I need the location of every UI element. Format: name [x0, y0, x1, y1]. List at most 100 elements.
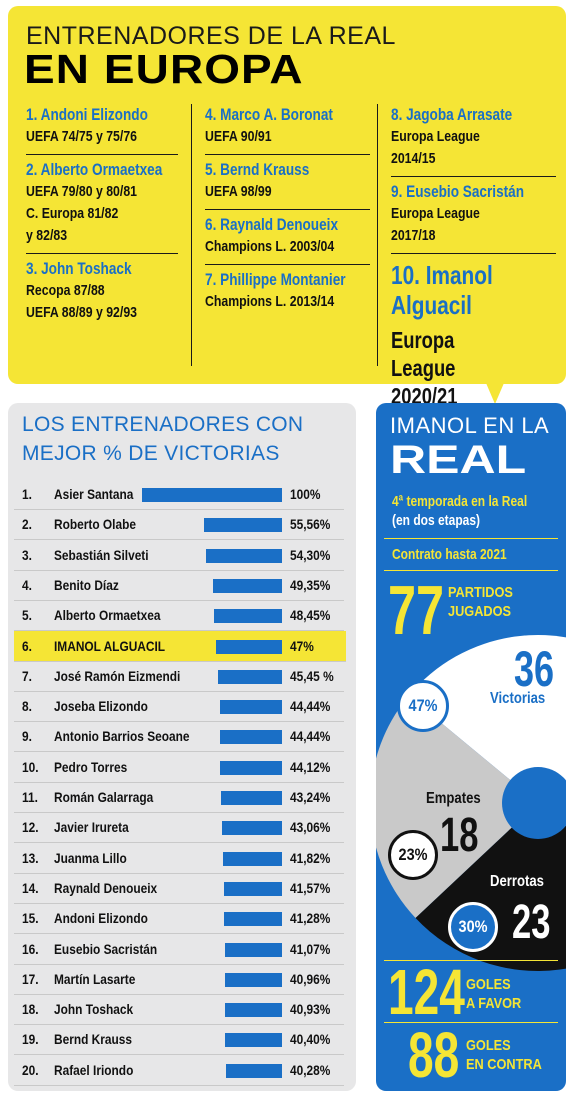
coach-name: Martín Lasarte — [54, 970, 136, 987]
ranking-row: 19. Bernd Krauss 40,40% — [14, 1024, 344, 1056]
rank-number: 1. — [22, 486, 32, 502]
win-pct-bar — [224, 942, 282, 957]
ranking-row: 4. Benito Díaz 49,35% — [14, 570, 344, 601]
ranking-row: 13. Juanma Lillo 41,82% — [14, 843, 344, 874]
imanol-panel — [376, 403, 566, 1091]
goles-favor-label-2: A FAVOR — [466, 995, 522, 1012]
win-pct-label: 40,28% — [290, 1061, 331, 1078]
coach-name: 6. Raynald Denoueix — [205, 215, 339, 234]
coach-name: 3. John Toshack — [26, 259, 132, 278]
ranking-row: 14. Raynald Denoueix 41,57% — [14, 873, 344, 904]
ranking-row: 15. Andoni Elizondo 41,28% — [14, 903, 344, 935]
victorias-label: Victorias — [490, 690, 546, 707]
win-pct-bar — [225, 1063, 282, 1078]
goles-contra-label-1: GOLES — [466, 1037, 511, 1054]
win-pct-bar — [212, 578, 282, 593]
imanol-title-line2: REAL — [390, 438, 527, 482]
europe-entry: 1. Andoni Elizondo UEFA 74/75 y 75/76 — [26, 100, 178, 155]
win-pct-bar — [142, 488, 282, 502]
rank-number: 17. — [22, 970, 39, 987]
rank-number: 19. — [22, 1031, 39, 1048]
coach-competitions: Europa League 2017/18 — [391, 205, 480, 244]
coach-competitions: UEFA 74/75 y 75/76 — [26, 128, 138, 145]
coach-name: 8. Jagoba Arrasate — [391, 105, 513, 124]
rank-number: 2. — [22, 516, 32, 533]
featured-entry: 10. Imanol Alguacil Europa League 2020/2… — [391, 254, 541, 410]
derrotas-pct-circle: 30% — [448, 902, 498, 952]
ranking-row: 18. John Toshack 40,93% — [14, 994, 344, 1026]
win-pct-label: 54,30% — [290, 546, 331, 563]
win-pct-label: 48,45% — [290, 607, 331, 624]
win-pct-label: 40,40% — [290, 1031, 331, 1048]
rank-number: 12. — [22, 819, 39, 836]
coach-name: Joseba Elizondo — [54, 698, 148, 715]
rank-number: 3. — [22, 546, 32, 563]
coach-name: Pedro Torres — [54, 758, 128, 775]
win-pct-bar — [219, 730, 282, 745]
coach-name: Alberto Ormaetxea — [54, 607, 161, 624]
divider — [384, 1022, 558, 1023]
column-divider — [191, 104, 192, 366]
win-pct-label: 43,06% — [290, 819, 331, 836]
coach-name: Asier Santana — [54, 486, 134, 502]
europe-entry: 7. Phillippe Montanier Champions L. 2013… — [205, 265, 370, 319]
coach-name: Roberto Olabe — [54, 516, 136, 533]
rank-number: 10. — [22, 758, 39, 775]
rank-number: 6. — [22, 637, 32, 654]
rank-number: 16. — [22, 940, 39, 957]
win-pct-label: 100% — [290, 486, 321, 502]
coach-name: 7. Phillippe Montanier — [205, 270, 346, 289]
win-pct-label: 43,24% — [290, 789, 331, 805]
ranking-row: 20. Rafael Iriondo 40,28% — [14, 1055, 344, 1086]
coach-name: 4. Marco A. Boronat — [205, 105, 333, 124]
ranking-title-line2: MEJOR % DE VICTORIAS — [22, 442, 280, 465]
empates-label: Empates — [426, 790, 481, 807]
coach-competitions: Champions L. 2003/04 — [205, 238, 335, 255]
win-pct-label: 41,07% — [290, 940, 331, 957]
win-pct-bar — [224, 972, 282, 987]
europe-column-2: 4. Marco A. Boronat UEFA 90/91 5. Bernd … — [205, 100, 370, 319]
ranking-row: 12. Javier Irureta 43,06% — [14, 812, 344, 844]
rank-number: 20. — [22, 1061, 39, 1078]
coach-name: Javier Irureta — [54, 819, 129, 836]
callout-pointer — [483, 376, 507, 404]
derrotas-label: Derrotas — [490, 873, 544, 890]
divider — [384, 570, 558, 571]
ranking-row: 5. Alberto Ormaetxea 48,45% — [14, 600, 344, 632]
europe-panel — [8, 6, 566, 384]
win-pct-bar — [214, 609, 282, 624]
ranking-panel — [8, 403, 356, 1091]
coach-name: Sebastián Silveti — [54, 546, 149, 563]
win-pct-bar — [216, 639, 282, 654]
ranking-row: 17. Martín Lasarte 40,96% — [14, 964, 344, 995]
ranking-row: 7. José Ramón Eizmendi 45,45 % — [14, 661, 344, 692]
victorias-number: 36 — [514, 641, 555, 697]
ranking-row: 10. Pedro Torres 44,12% — [14, 752, 344, 783]
coach-name: Andoni Elizondo — [54, 910, 148, 927]
win-pct-label: 49,35% — [290, 576, 331, 593]
win-pct-label: 40,96% — [290, 970, 331, 987]
win-pct-label: 41,28% — [290, 910, 331, 927]
rank-number: 15. — [22, 910, 39, 927]
rank-number: 4. — [22, 576, 32, 593]
win-pct-bar — [224, 1003, 282, 1018]
europe-entry: 3. John Toshack Recopa 87/88 UEFA 88/89 … — [26, 254, 178, 330]
temporada-text: 4ª temporada en la Real — [392, 493, 528, 510]
europe-entry: 6. Raynald Denoueix Champions L. 2003/04 — [205, 210, 370, 265]
rank-number: 11. — [22, 789, 38, 805]
coach-name: Juanma Lillo — [54, 849, 127, 866]
rank-number: 7. — [22, 667, 32, 684]
win-pct-bar — [219, 700, 282, 715]
coach-competitions: UEFA 98/99 — [205, 183, 272, 200]
derrotas-number: 23 — [512, 896, 551, 949]
win-pct-bar — [221, 821, 282, 836]
coach-competitions: UEFA 90/91 — [205, 128, 272, 145]
europe-entry: 4. Marco A. Boronat UEFA 90/91 — [205, 100, 370, 155]
win-pct-bar — [204, 518, 282, 533]
europe-entry: 9. Eusebio Sacristán Europa League 2017/… — [391, 177, 556, 254]
coach-name: 5. Bernd Krauss — [205, 160, 310, 179]
partidos-number: 77 — [388, 571, 445, 649]
victorias-pct-circle: 47% — [397, 680, 449, 732]
empates-pct-circle: 23% — [388, 830, 438, 880]
derrotas-pct: 30% — [458, 917, 488, 936]
